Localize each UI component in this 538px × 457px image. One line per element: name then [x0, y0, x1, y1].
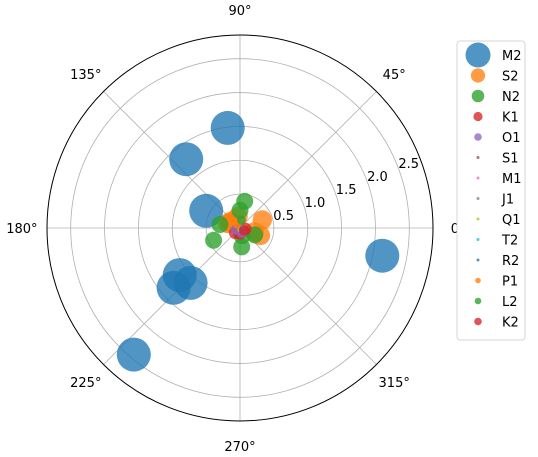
legend-label: T2 — [501, 234, 518, 249]
legend-marker-r2 — [476, 258, 480, 262]
data-point-k2 — [239, 225, 250, 236]
legend-marker-m1 — [476, 176, 480, 180]
r-tick-label: 1.0 — [305, 196, 326, 211]
legend-label: K1 — [502, 111, 519, 126]
legend-marker-s1 — [476, 156, 480, 159]
data-point-m2 — [116, 337, 151, 372]
legend-marker-s2 — [470, 68, 486, 83]
legend-marker-p1 — [475, 277, 481, 284]
legend-marker-l2 — [474, 297, 482, 305]
data-point-n2 — [205, 231, 223, 249]
legend-label: M2 — [502, 49, 522, 64]
theta-grid-line — [239, 91, 377, 229]
data-point-n2 — [231, 201, 249, 219]
legend: M2 S2 N2 K1 O1 S1 M1 J1 Q1 T2 R2 P1 L2 K2 — [456, 40, 526, 341]
legend-marker-q1 — [476, 217, 480, 221]
theta-tick-label: 180° — [6, 222, 37, 237]
legend-label: S2 — [502, 70, 519, 85]
theta-tick-label: 225° — [70, 376, 101, 391]
r-tick-label: 2.0 — [367, 170, 388, 185]
data-point-l2 — [237, 215, 246, 225]
theta-tick-label: 135° — [70, 68, 101, 83]
theta-tick-label: 270° — [224, 440, 255, 455]
legend-marker-k1 — [473, 111, 483, 122]
r-tick-label: 0.5 — [273, 209, 294, 224]
theta-tick-label: 315° — [379, 376, 410, 391]
legend-marker-m2 — [465, 42, 491, 68]
legend-marker-k2 — [474, 317, 482, 326]
legend-label: K2 — [502, 316, 519, 331]
legend-marker-o1 — [474, 133, 482, 141]
legend-label: P1 — [502, 275, 518, 290]
theta-tick-label: 45° — [383, 68, 406, 83]
polar-frame — [46, 34, 434, 422]
data-point-n2 — [211, 216, 229, 233]
legend-marker-t2 — [476, 238, 480, 241]
data-point-m2 — [173, 265, 208, 300]
theta-tick-label: 90° — [228, 4, 251, 19]
legend-label: S1 — [502, 152, 519, 167]
data-points — [116, 110, 400, 372]
legend-label: Q1 — [502, 213, 521, 228]
legend-label: J1 — [501, 193, 514, 208]
legend-label: L2 — [502, 295, 518, 310]
legend-marker-n2 — [471, 89, 485, 103]
legend-label: O1 — [502, 131, 521, 146]
legend-marker-j1 — [476, 197, 480, 200]
data-point-m2 — [365, 238, 400, 273]
legend-label: R2 — [502, 254, 519, 269]
r-tick-label: 1.5 — [336, 183, 357, 198]
theta-grid-line — [239, 227, 377, 365]
data-point-m2 — [210, 110, 245, 145]
legend-label: M1 — [502, 172, 522, 187]
data-point-m2 — [169, 142, 204, 177]
legend-label: N2 — [502, 90, 520, 105]
r-tick-label: 2.5 — [398, 157, 419, 172]
